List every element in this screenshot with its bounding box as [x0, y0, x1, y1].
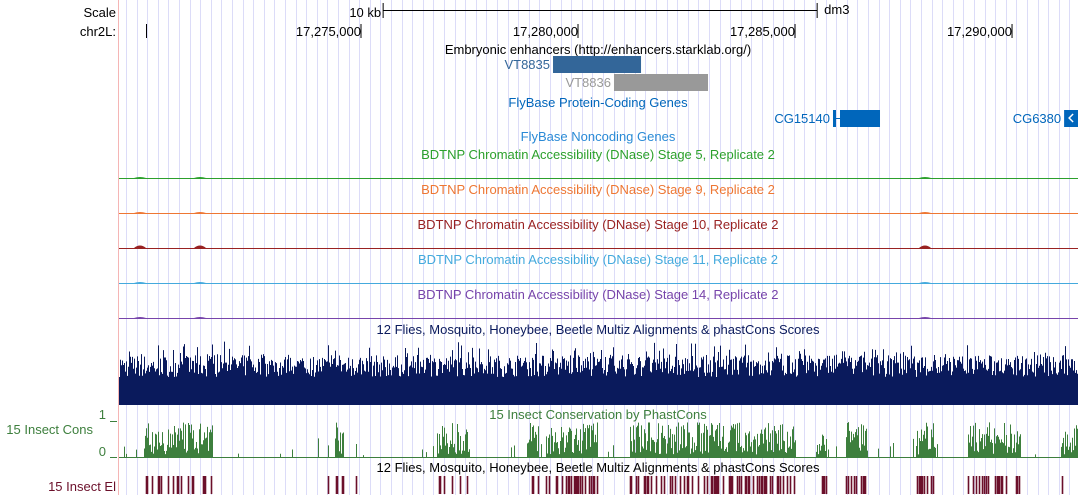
scale-bar — [382, 3, 818, 18]
multiz-bars — [119, 341, 1078, 405]
cons-ymax: 1 — [99, 407, 106, 422]
grid-lines — [126, 0, 1070, 495]
dnase-tracks[interactable]: BDTNP Chromatin Accessibility (DNase) St… — [119, 147, 1078, 319]
dnase-track-title[interactable]: BDTNP Chromatin Accessibility (DNase) St… — [418, 252, 778, 267]
dnase-peak — [134, 282, 146, 283]
cons-bars — [119, 422, 1078, 458]
cons-signal — [119, 422, 1078, 458]
enhancers-track-title[interactable]: Embryonic enhancers (http://enhancers.st… — [445, 42, 751, 57]
gene-label[interactable]: CG15140 — [774, 111, 830, 126]
dnase-peak — [194, 282, 206, 283]
enhancer-label: VT8835 — [504, 57, 550, 72]
multiz-signal — [119, 341, 1078, 405]
dnase-track-title[interactable]: BDTNP Chromatin Accessibility (DNase) St… — [417, 287, 778, 302]
multiz-track-title[interactable]: 12 Flies, Mosquito, Honeybee, Beetle Mul… — [377, 322, 820, 337]
scale-label: Scale — [83, 5, 116, 20]
enhancer-VT8836[interactable] — [613, 74, 709, 91]
position-tick-label: 17,285,000 — [730, 24, 795, 39]
enhancer-label: VT8836 — [565, 75, 611, 90]
cons-ymin: 0 — [99, 444, 106, 459]
dnase-peak — [134, 245, 146, 248]
dnase-peak — [919, 212, 931, 213]
cons-side-label[interactable]: 15 Insect Cons — [6, 422, 93, 437]
dnase-track-title[interactable]: BDTNP Chromatin Accessibility (DNase) St… — [421, 182, 775, 197]
position-tick-label: 17,290,000 — [947, 24, 1012, 39]
dnase-peak — [194, 212, 206, 213]
dnase-peak — [134, 212, 146, 213]
elements-track-title[interactable]: 12 Flies, Mosquito, Honeybee, Beetle Mul… — [377, 460, 820, 475]
dnase-track-title[interactable]: BDTNP Chromatin Accessibility (DNase) St… — [421, 147, 775, 162]
dnase-peak — [919, 245, 931, 248]
dnase-peak — [919, 282, 931, 283]
cons-track-title[interactable]: 15 Insect Conservation by PhastCons — [489, 407, 707, 422]
gene-CG6380 — [1064, 110, 1078, 127]
position-tick-label: 17,280,000 — [513, 24, 578, 39]
chrom-label: chr2L: — [80, 24, 116, 39]
dnase-peak — [919, 177, 931, 178]
position-tick-label: 17,275,000 — [296, 24, 361, 39]
noncoding-track-title[interactable]: FlyBase Noncoding Genes — [521, 129, 676, 144]
enhancer-features[interactable]: VT8835 VT8836 — [504, 56, 709, 91]
minus-strand-arrow-icon — [1068, 113, 1074, 123]
scale-bar-label: 10 kb — [349, 5, 381, 20]
dnase-peak — [194, 245, 206, 248]
gene-label[interactable]: CG6380 — [1013, 111, 1061, 126]
dnase-peak — [134, 317, 146, 318]
conserved-element-bars — [145, 476, 1064, 494]
gene-features[interactable]: CG15140 CG6380 — [774, 110, 1078, 127]
dnase-peak — [194, 317, 206, 318]
protein-genes-track-title[interactable]: FlyBase Protein-Coding Genes — [508, 95, 688, 110]
position-ticks: 17,275,000 17,280,000 17,285,000 17,290,000 — [296, 24, 1013, 39]
dnase-peak — [919, 317, 931, 318]
assembly-label: dm3 — [824, 2, 849, 17]
dnase-peak — [194, 177, 206, 178]
enhancer-VT8835[interactable] — [553, 56, 642, 73]
elements-side-label[interactable]: 15 Insect El — [48, 479, 116, 494]
gene-CG15140 — [839, 110, 881, 127]
elements-features — [145, 476, 1064, 494]
dnase-peak — [134, 177, 146, 178]
dnase-track-title[interactable]: BDTNP Chromatin Accessibility (DNase) St… — [417, 217, 778, 232]
